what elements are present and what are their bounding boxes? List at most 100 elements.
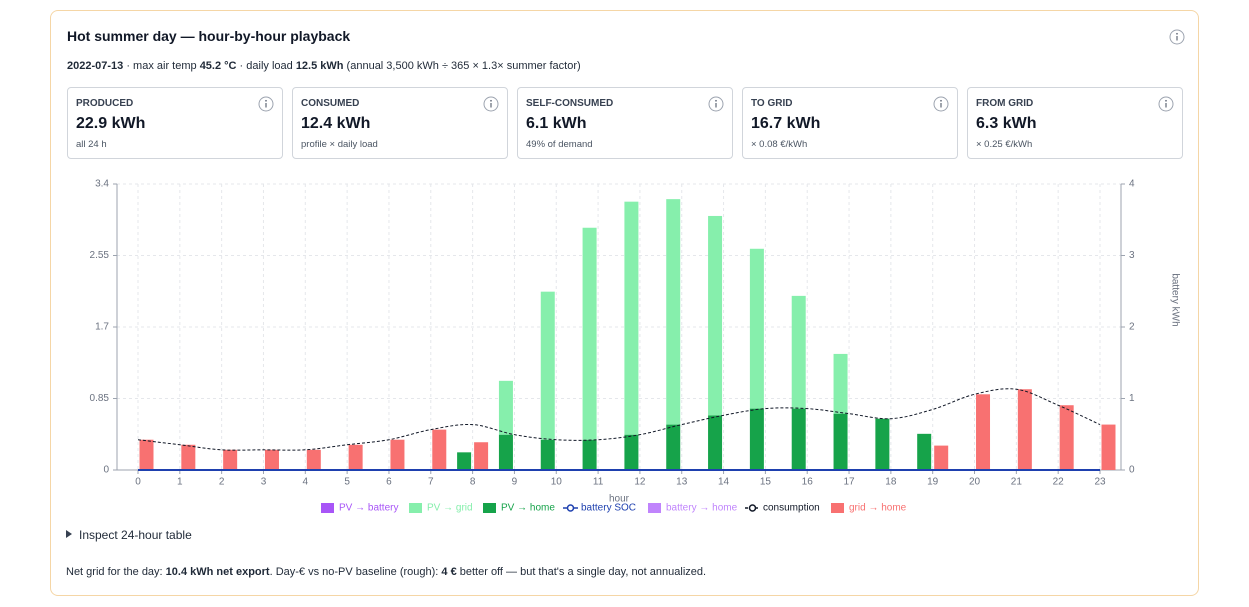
bar bbox=[1059, 405, 1074, 470]
bar bbox=[390, 439, 405, 470]
bar bbox=[582, 439, 597, 470]
legend-label[interactable]: PV → grid bbox=[427, 503, 473, 514]
text-segment: 12.5 kWh bbox=[295, 60, 344, 72]
y2-tick-label: 0 bbox=[1129, 465, 1135, 476]
x-tick-label: 12 bbox=[634, 477, 646, 488]
info-icon[interactable] bbox=[708, 96, 724, 112]
bar bbox=[875, 418, 890, 470]
bar bbox=[708, 415, 723, 470]
x-tick-label: 17 bbox=[843, 477, 855, 488]
bar bbox=[666, 424, 681, 470]
bar bbox=[708, 215, 723, 416]
x-tick-label: 22 bbox=[1053, 477, 1065, 488]
kpi-card: FROM GRID 6.3 kWh × 0.25 €/kWh bbox=[967, 87, 1183, 159]
legend-label[interactable]: grid → home bbox=[849, 503, 907, 514]
x-tick-label: 18 bbox=[885, 477, 897, 488]
bar bbox=[624, 434, 639, 470]
text-segment: 4 € bbox=[441, 566, 457, 578]
bar bbox=[917, 433, 932, 470]
legend-label[interactable]: battery → home bbox=[666, 503, 738, 514]
y2-axis-label: battery kWh bbox=[1169, 273, 1180, 326]
legend-swatch bbox=[321, 503, 334, 513]
y2-tick-label: 4 bbox=[1129, 179, 1135, 190]
bar bbox=[1101, 424, 1116, 470]
kpi-card: SELF-CONSUMED 6.1 kWh 49% of demand bbox=[517, 87, 733, 159]
y2-tick-label: 2 bbox=[1129, 322, 1135, 333]
bar bbox=[498, 380, 513, 435]
x-tick-label: 8 bbox=[470, 477, 476, 488]
info-icon[interactable] bbox=[258, 96, 274, 112]
kpi-card: CONSUMED 12.4 kWh profile × daily load bbox=[292, 87, 508, 159]
kpi-value: 22.9 kWh bbox=[76, 115, 146, 132]
bar bbox=[139, 439, 154, 470]
x-tick-label: 19 bbox=[927, 477, 939, 488]
bar bbox=[791, 408, 806, 470]
bar bbox=[540, 291, 555, 440]
legend-swatch bbox=[648, 503, 661, 513]
card bbox=[50, 10, 1199, 596]
y-tick-label: 3.4 bbox=[95, 179, 109, 190]
legend-swatch bbox=[409, 503, 422, 513]
legend-label[interactable]: battery SOC bbox=[581, 503, 636, 514]
kpi-card: TO GRID 16.7 kWh × 0.08 €/kWh bbox=[742, 87, 958, 159]
legend-swatch bbox=[748, 504, 757, 512]
kpi-label: CONSUMED bbox=[301, 98, 360, 109]
x-tick-label: 9 bbox=[512, 477, 518, 488]
y2-tick-label: 3 bbox=[1129, 250, 1135, 261]
x-tick-label: 7 bbox=[428, 477, 434, 488]
x-tick-label: 20 bbox=[969, 477, 981, 488]
y2-tick-label: 1 bbox=[1129, 393, 1135, 404]
bar bbox=[582, 227, 597, 440]
bar bbox=[791, 295, 806, 409]
kpi-value: 6.1 kWh bbox=[526, 115, 587, 132]
text-segment: better off — but that's a single day, no… bbox=[456, 566, 707, 578]
text-segment: Net grid for the day: bbox=[66, 566, 166, 578]
x-tick-label: 10 bbox=[551, 477, 563, 488]
y-tick-label: 0 bbox=[103, 465, 109, 476]
x-tick-label: 6 bbox=[386, 477, 392, 488]
legend-swatch bbox=[566, 504, 575, 512]
footer-note: Net grid for the day: 10.4 kWh net expor… bbox=[66, 566, 706, 578]
info-icon[interactable] bbox=[1169, 29, 1185, 45]
bar bbox=[833, 353, 848, 414]
legend-swatch bbox=[483, 503, 496, 513]
x-tick-label: 11 bbox=[593, 477, 604, 488]
y-tick-label: 2.55 bbox=[90, 250, 110, 261]
details-toggle[interactable]: Inspect 24-hour table bbox=[66, 528, 192, 542]
details-summary[interactable]: Inspect 24-hour table bbox=[79, 528, 192, 542]
bar bbox=[749, 408, 764, 470]
info-icon[interactable] bbox=[933, 96, 949, 112]
legend-label[interactable]: consumption bbox=[763, 503, 820, 514]
bar bbox=[498, 434, 513, 470]
y-tick-label: 1.7 bbox=[95, 322, 109, 333]
info-icon[interactable] bbox=[483, 96, 499, 112]
line-consumption bbox=[137, 388, 1101, 451]
text-segment: . Day-€ vs no-PV baseline (rough): bbox=[269, 566, 442, 578]
kpi-value: 6.3 kWh bbox=[976, 115, 1037, 132]
legend-swatch bbox=[831, 503, 844, 513]
bar bbox=[457, 452, 472, 470]
kpi-note: 49% of demand bbox=[526, 139, 593, 150]
x-tick-label: 1 bbox=[177, 477, 183, 488]
x-tick-label: 15 bbox=[760, 477, 772, 488]
x-tick-label: 13 bbox=[676, 477, 688, 488]
text-segment: 2022-07-13 bbox=[67, 60, 124, 72]
legend-label[interactable]: PV → battery bbox=[339, 503, 398, 514]
kpi-label: SELF-CONSUMED bbox=[526, 98, 614, 109]
kpi-label: PRODUCED bbox=[76, 98, 134, 109]
bar bbox=[223, 449, 238, 470]
legend-label[interactable]: PV → home bbox=[501, 503, 555, 514]
info-icon[interactable] bbox=[1158, 96, 1174, 112]
x-tick-label: 23 bbox=[1094, 477, 1106, 488]
bar bbox=[474, 442, 489, 470]
bar bbox=[934, 445, 949, 470]
bar bbox=[540, 439, 555, 470]
x-tick-label: 14 bbox=[718, 477, 730, 488]
text-segment: · max air temp bbox=[123, 60, 200, 72]
kpi-value: 12.4 kWh bbox=[301, 115, 371, 132]
text-segment: (annual 3,500 kWh ÷ 365 × 1.3× summer fa… bbox=[343, 60, 581, 72]
bar bbox=[666, 199, 681, 425]
bar bbox=[348, 444, 363, 470]
